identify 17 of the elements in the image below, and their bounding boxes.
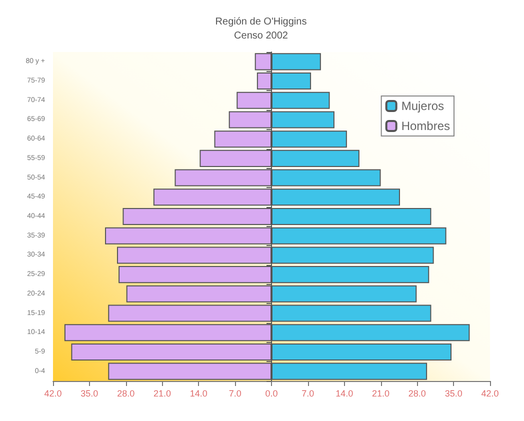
legend-label: Hombres	[401, 119, 450, 133]
x-tick-label: 28.0	[408, 388, 426, 398]
x-tick-label: 7.0	[302, 388, 314, 398]
chart-title: Región de O'Higgins	[215, 16, 307, 28]
legend-label: Mujeros	[401, 99, 444, 113]
x-tick-label: 28.0	[117, 388, 135, 398]
x-tick-label: 14.0	[336, 388, 354, 398]
x-tick-label: 42.0	[481, 388, 499, 398]
x-tick-label: 21.0	[153, 388, 172, 398]
x-tick-label: 14.0	[190, 388, 208, 398]
x-tick-label: 35.0	[444, 388, 462, 398]
x-tick-label: 35.0	[80, 388, 98, 398]
chart-subtitle: Censo 2002	[234, 30, 288, 42]
x-tick-label: 42.0	[44, 388, 62, 398]
x-tick-label: 7.0	[228, 388, 242, 398]
x-tick-label: 0.0	[265, 388, 278, 398]
x-tick-label: 21.0	[372, 388, 390, 398]
